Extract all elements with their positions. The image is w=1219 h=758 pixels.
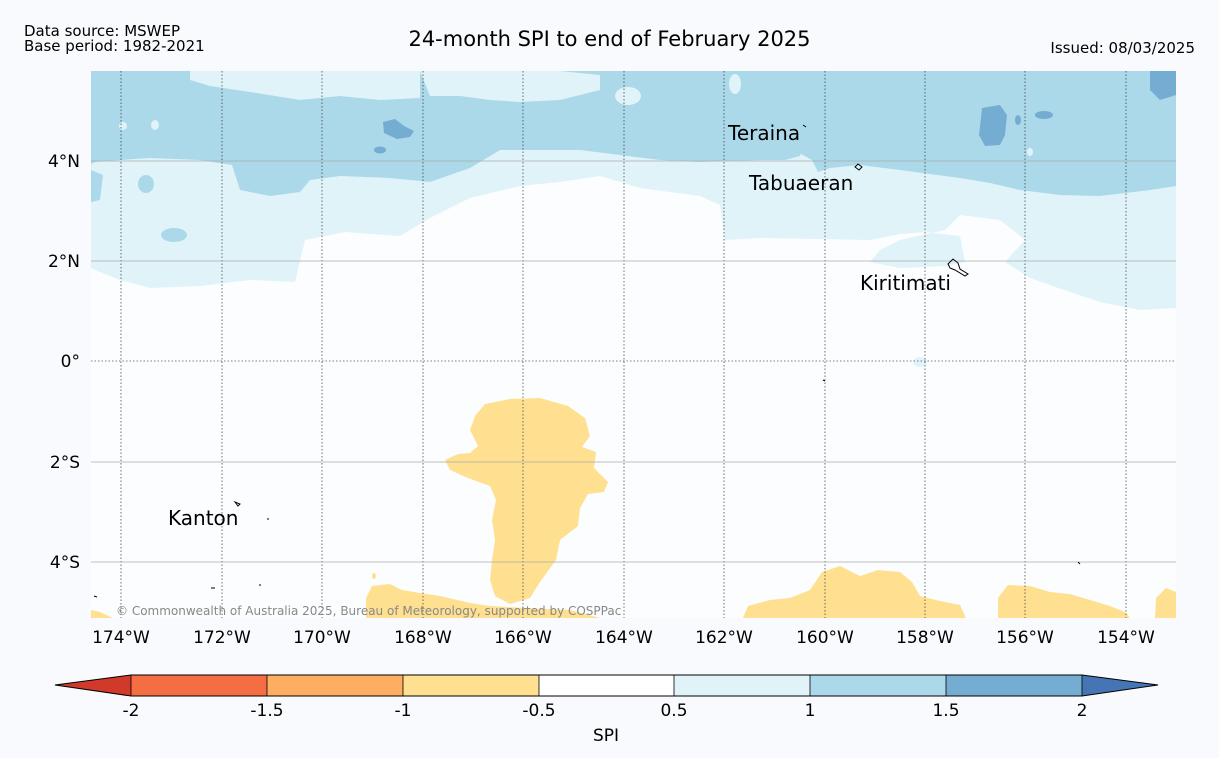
parallel-lines: [91, 160, 1176, 563]
colorbar-tick: 1.5: [932, 701, 959, 721]
tabuaeran-outline: [854, 163, 863, 171]
lat-label: 2°S: [50, 453, 80, 473]
place-label-kanton: Kanton: [168, 506, 238, 530]
colorbar-tick: 1: [805, 701, 816, 721]
spi-region-neg1-neg0.5: [445, 398, 608, 604]
lon-label: 166°W: [494, 628, 552, 648]
map-title: 24-month SPI to end of February 2025: [408, 27, 811, 51]
colorbar-tick: -0.5: [522, 701, 555, 721]
copyright-notice: © Commonwealth of Australia 2025, Bureau…: [116, 604, 621, 618]
lat-label: 0°: [61, 352, 80, 372]
lon-label: 172°W: [193, 628, 251, 648]
colorbar-swatch: [810, 675, 946, 696]
spi-region-1-1.5: [91, 71, 1176, 196]
colorbar-swatch: [674, 675, 810, 696]
colorbar-swatch: [403, 675, 539, 696]
lon-label: 168°W: [394, 628, 452, 648]
colorbar-swatch: [1082, 675, 1158, 696]
lat-label: 4°N: [48, 152, 80, 172]
colorbar-tick: 2: [1077, 701, 1088, 721]
colorbar-swatch: [55, 675, 131, 696]
place-label-teraina: Teraina: [727, 121, 800, 145]
colorbar-swatch: [946, 675, 1082, 696]
issued-date: Issued: 08/03/2025: [1050, 39, 1195, 57]
colorbar-swatch: [539, 675, 674, 696]
colorbar-label: SPI: [593, 726, 619, 746]
place-label-tabuaeran: Tabuaeran: [748, 171, 853, 195]
colorbar-tick: -1.5: [250, 701, 283, 721]
lon-label: 160°W: [796, 628, 854, 648]
colorbar-tick: -1: [395, 701, 412, 721]
meridian-lines: [120, 71, 1127, 618]
spi-map-panel: Teraina Tabuaeran Kiritimati Kanton © Co…: [91, 71, 1176, 618]
lon-label: 156°W: [996, 628, 1054, 648]
lon-label: 164°W: [595, 628, 653, 648]
base-period-line: Base period: 1982-2021: [24, 37, 205, 55]
lat-label: 4°S: [50, 553, 80, 573]
lon-label: 162°W: [695, 628, 753, 648]
lon-label: 158°W: [896, 628, 954, 648]
kanton-outline: [233, 500, 241, 507]
spi-region-1.5-2: [383, 119, 414, 139]
island-outlines: [93, 124, 1081, 598]
spi-colorbar: -2 -1.5 -1 -0.5 0.5 1 1.5 2 SPI: [54, 674, 1159, 746]
lon-label: 170°W: [293, 628, 351, 648]
lon-label: 174°W: [92, 628, 150, 648]
kiritimati-outline: [947, 258, 969, 277]
colorbar-swatch: [131, 675, 267, 696]
lat-label: 2°N: [48, 252, 80, 272]
colorbar-tick: 0.5: [660, 701, 687, 721]
data-source-info: Data source: MSWEP Base period: 1982-202…: [24, 24, 205, 54]
teraina-outline: [802, 124, 807, 128]
place-label-kiritimati: Kiritimati: [860, 271, 951, 295]
colorbar-swatch: [267, 675, 403, 696]
colorbar-tick: -2: [123, 701, 140, 721]
latitude-labels: 4°N 2°N 0° 2°S 4°S: [48, 152, 80, 573]
data-source-line: Data source: MSWEP: [24, 22, 181, 40]
longitude-labels: 174°W 172°W 170°W 168°W 166°W 164°W 162°…: [92, 628, 1155, 648]
lon-label: 154°W: [1097, 628, 1155, 648]
